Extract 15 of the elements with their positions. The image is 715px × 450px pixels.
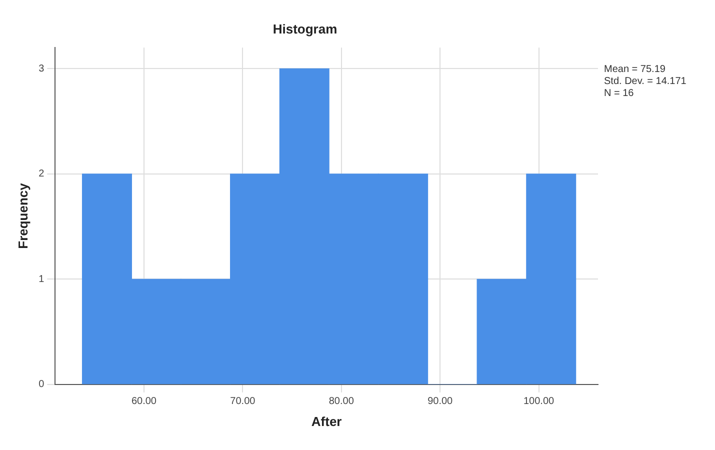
x-tick-label: 100.00 — [523, 396, 555, 408]
y-tick-label: 3 — [38, 63, 45, 74]
x-tick-label: 70.00 — [230, 396, 256, 408]
x-axis-title: After — [311, 414, 342, 429]
text: Mean = 75.19 — [604, 64, 666, 76]
y-tick-label: 1 — [38, 274, 45, 285]
y-tick-label: 2 — [38, 168, 45, 180]
text: N = 16 — [604, 88, 635, 100]
x-tick-label: 80.00 — [328, 396, 354, 408]
x-tick-label: 90.00 — [428, 396, 454, 408]
y-tick-label: 0 — [38, 379, 45, 390]
y-axis-title: Frequency — [15, 182, 30, 249]
text: Std. Dev. = 14.171 — [604, 76, 686, 88]
chart-title: Histogram — [272, 21, 338, 36]
x-tick-label: 60.00 — [131, 396, 157, 408]
